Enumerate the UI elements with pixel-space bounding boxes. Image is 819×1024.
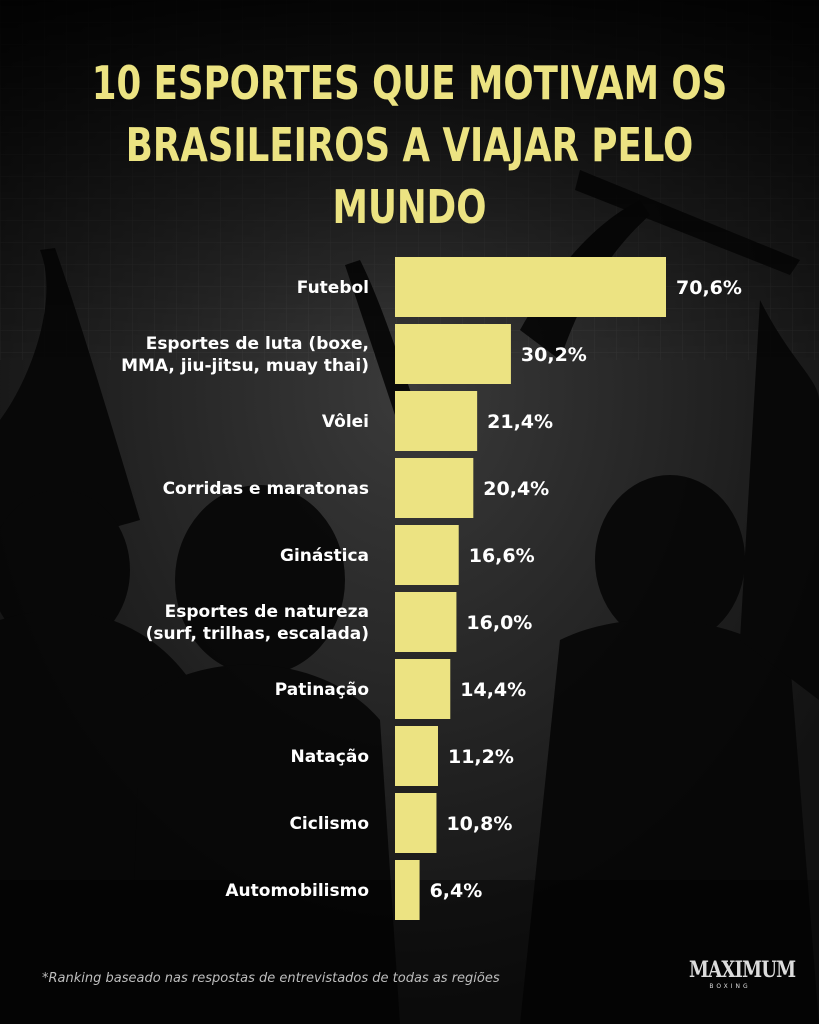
- bar-1-category-line-1: Futebol: [297, 278, 369, 298]
- bar-9-category-line-1: Ciclismo: [289, 814, 369, 834]
- logo-subtitle: BOXING: [709, 983, 751, 990]
- bar-6-category-line-1: Esportes de natureza: [165, 602, 369, 622]
- brand-logo: MAXIMUM BOXING: [680, 957, 796, 991]
- bar-8: [395, 726, 438, 786]
- bar-8-category-label: Natação: [290, 747, 369, 767]
- bar-3: [395, 391, 478, 451]
- bar-7-category-label: Patinação: [275, 680, 369, 700]
- bar-6: [395, 592, 457, 652]
- chart-title: 10 ESPORTES QUE MOTIVAM OS BRASILEIROS A…: [57, 52, 761, 238]
- bar-3-category-line-1: Vôlei: [322, 412, 369, 432]
- bar-9-category-label: Ciclismo: [289, 814, 369, 834]
- bar-5-category-line-1: Ginástica: [280, 546, 369, 566]
- chart-title-line-2: BRASILEIROS A VIAJAR PELO MUNDO: [125, 118, 694, 234]
- bar-6-category-label: Esportes de natureza (surf, trilhas, esca…: [146, 602, 369, 644]
- bar-10: [395, 860, 420, 920]
- bar-10-category-line-1: Automobilismo: [225, 881, 369, 901]
- bar-4-value-label: 20,4%: [483, 478, 549, 500]
- bar-2-category-label: Esportes de luta (boxe, MMA, jiu-jitsu, m…: [121, 334, 369, 376]
- bar-2: [395, 324, 511, 384]
- bar-4-category-label: Corridas e maratonas: [163, 479, 369, 499]
- bar-10-category-label: Automobilismo: [225, 881, 369, 901]
- bar-2-category-line-1: Esportes de luta (boxe,: [146, 334, 369, 354]
- bar-3-value-label: 21,4%: [487, 411, 553, 433]
- bar-10-value-label: 6,4%: [430, 880, 483, 902]
- bar-7-value-label: 14,4%: [460, 679, 526, 701]
- footnote: *Ranking baseado nas respostas de entrev…: [42, 971, 500, 986]
- chart-title-line-1: 10 ESPORTES QUE MOTIVAM OS: [91, 56, 728, 110]
- bar-2-category-line-2: MMA, jiu-jitsu, muay thai): [121, 356, 369, 376]
- bar-4-category-line-1: Corridas e maratonas: [163, 479, 369, 499]
- bar-7: [395, 659, 451, 719]
- bar-8-category-line-1: Natação: [290, 747, 369, 767]
- bar-7-category-line-1: Patinação: [275, 680, 369, 700]
- logo-wordmark: MAXIMUM: [689, 957, 796, 983]
- bar-3-category-label: Vôlei: [322, 412, 369, 432]
- bar-9-value-label: 10,8%: [446, 813, 512, 835]
- bar-2-value-label: 30,2%: [521, 344, 587, 366]
- bar-1-value-label: 70,6%: [676, 277, 742, 299]
- bar-8-value-label: 11,2%: [448, 746, 514, 768]
- bar-5-category-label: Ginástica: [280, 546, 369, 566]
- bar-6-category-line-2: (surf, trilhas, escalada): [146, 624, 369, 644]
- bar-1: [395, 257, 666, 317]
- bar-5: [395, 525, 459, 585]
- bar-6-value-label: 16,0%: [466, 612, 532, 634]
- bar-5-value-label: 16,6%: [469, 545, 535, 567]
- bar-1-category-label: Futebol: [297, 278, 369, 298]
- bar-9: [395, 793, 437, 853]
- bar-4: [395, 458, 474, 518]
